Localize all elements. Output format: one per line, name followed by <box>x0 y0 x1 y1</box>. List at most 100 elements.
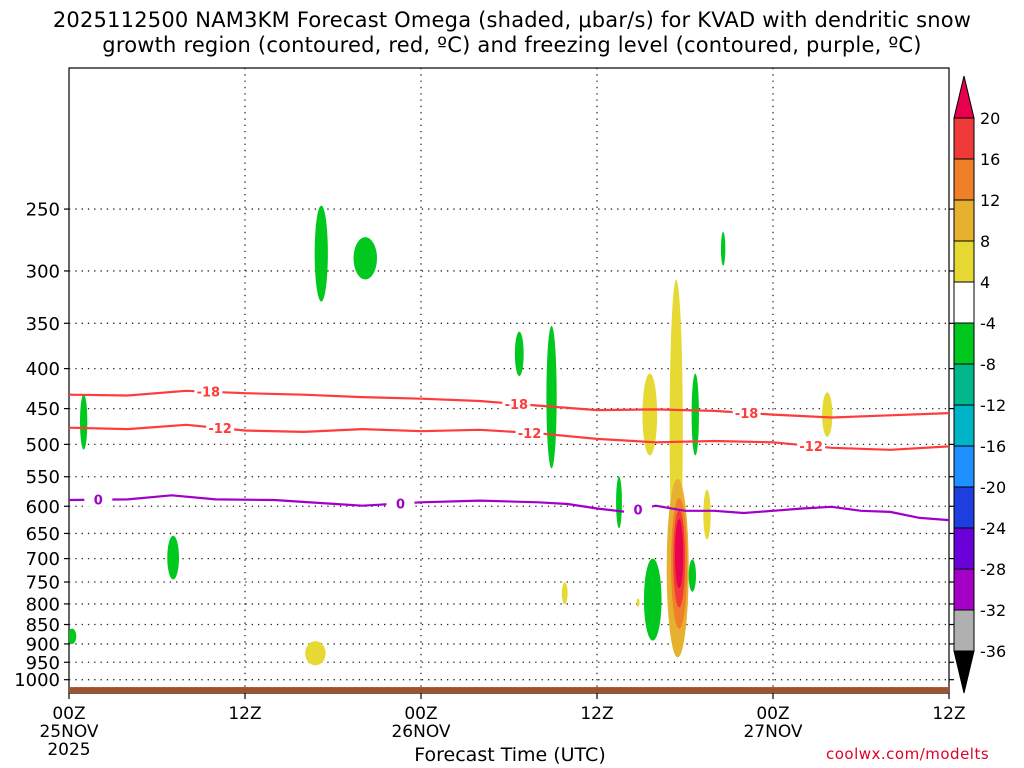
omega-blob <box>642 373 658 456</box>
colorbar-segment <box>953 445 975 488</box>
contour-label: -12 <box>518 427 542 442</box>
colorbar-label: -8 <box>980 355 996 374</box>
x-tick-label: 00Z <box>52 704 85 724</box>
colorbar-segment <box>953 609 975 652</box>
colorbar-label: -24 <box>980 519 1006 538</box>
plot-area <box>68 67 950 694</box>
y-tick-label: 950 <box>26 653 60 674</box>
omega-blob <box>675 519 684 589</box>
y-tick-label: 300 <box>26 261 60 282</box>
contours: -18 -18 -18 -12 -12 -12 0 0 0 <box>69 384 949 522</box>
contour-label: -18 <box>197 386 221 401</box>
omega-blob <box>69 628 77 645</box>
x-tick-label: 00Z <box>404 704 437 724</box>
colorbar-label: 8 <box>980 232 990 251</box>
colorbar-label: -12 <box>980 396 1006 415</box>
omega-blob <box>822 392 833 437</box>
y-tick-label: 650 <box>26 524 60 545</box>
y-tick-label: 900 <box>26 634 60 655</box>
colorbar-label: -4 <box>980 314 996 333</box>
colorbar-label: 16 <box>980 150 1000 169</box>
contour-label-bg <box>386 496 415 511</box>
y-tick-label: 400 <box>26 359 60 380</box>
colorbar-top-arrow <box>953 75 975 119</box>
y-tick-label: 800 <box>26 594 60 615</box>
colorbar: 20 16 12 8 4 -4 -8 -12 -16 -20 -24 -28 -32 -36 <box>953 75 1006 694</box>
omega-blob <box>314 205 328 302</box>
y-tick-label: 450 <box>26 399 60 420</box>
contour-label: -18 <box>735 407 759 422</box>
colorbar-segment <box>953 199 975 242</box>
omega-blob <box>616 476 622 529</box>
y-tick-label: 550 <box>26 467 60 488</box>
colorbar-label: -16 <box>980 437 1006 456</box>
x-tick-label: 12Z <box>932 704 965 724</box>
contour-label-bg <box>206 421 235 436</box>
colorbar-segment <box>953 486 975 529</box>
omega-blob <box>703 489 711 540</box>
y-tick-label: 750 <box>26 573 60 594</box>
omega-blob <box>80 394 88 450</box>
omega-blob <box>643 558 662 641</box>
y-tick-label: 500 <box>26 435 60 456</box>
contour-label-bg <box>515 425 544 440</box>
contour-label-bg <box>732 405 761 420</box>
colorbar-segment <box>953 322 975 365</box>
omega-blob <box>514 331 524 377</box>
y-tick-label: 700 <box>26 549 60 570</box>
contour-label: 0 <box>94 494 103 509</box>
contour-label-bg <box>624 502 653 517</box>
omega-blob <box>691 373 699 456</box>
contour-label-bg <box>797 438 826 453</box>
colorbar-segment <box>953 240 975 283</box>
colorbar-label: -32 <box>980 601 1006 620</box>
contour-line <box>69 494 949 522</box>
x-tick-date: 27NOV <box>743 722 802 742</box>
y-tick-label: 850 <box>26 615 60 636</box>
colorbar-segment <box>953 117 975 160</box>
colorbar-segment <box>953 281 975 324</box>
x-tick-label: 12Z <box>580 704 613 724</box>
contour-label: -12 <box>799 440 823 455</box>
contour-label: 0 <box>634 503 643 518</box>
chart-title: 2025112500 NAM3KM Forecast Omega (shaded… <box>52 8 972 32</box>
x-tick-label: 12Z <box>228 704 261 724</box>
x-tick-year: 2025 <box>47 740 90 760</box>
omega-blob <box>167 535 179 580</box>
omega-blob <box>305 641 326 666</box>
y-axis: 2503003504004505005506006507007508008509… <box>14 200 954 691</box>
y-tick-label: 250 <box>26 200 60 221</box>
colorbar-segment <box>953 568 975 611</box>
contour-label-bg <box>502 396 531 411</box>
x-axis-label: Forecast Time (UTC) <box>414 744 606 766</box>
contour-label: -12 <box>208 422 232 437</box>
contour-label-bg <box>194 384 223 399</box>
contour-label: 0 <box>396 497 405 512</box>
terrain-fill <box>69 687 949 693</box>
omega-blob <box>353 237 377 280</box>
x-tick-date: 25NOV <box>39 722 98 742</box>
x-tick-label: 00Z <box>756 704 789 724</box>
colorbar-segment <box>953 404 975 447</box>
contour-label-bg <box>84 492 113 507</box>
chart-subtitle: growth region (contoured, red, ºC) and f… <box>102 33 922 57</box>
x-tick-date: 26NOV <box>391 722 450 742</box>
terrain <box>69 687 949 693</box>
y-tick-label: 350 <box>26 314 60 335</box>
colorbar-segment <box>953 527 975 570</box>
omega-blob <box>688 559 696 592</box>
source-credit: coolwx.com/modelts <box>826 745 990 763</box>
omega-blob <box>636 598 640 607</box>
colorbar-segment <box>953 158 975 201</box>
omega-blob <box>546 325 557 469</box>
colorbar-label: 4 <box>980 273 990 292</box>
contour-label: -18 <box>505 398 529 413</box>
y-tick-label: 600 <box>26 497 60 518</box>
omega-blob <box>561 582 568 605</box>
colorbar-label: -36 <box>980 642 1006 661</box>
y-tick-label: 1000 <box>14 670 60 691</box>
colorbar-segment <box>953 363 975 406</box>
